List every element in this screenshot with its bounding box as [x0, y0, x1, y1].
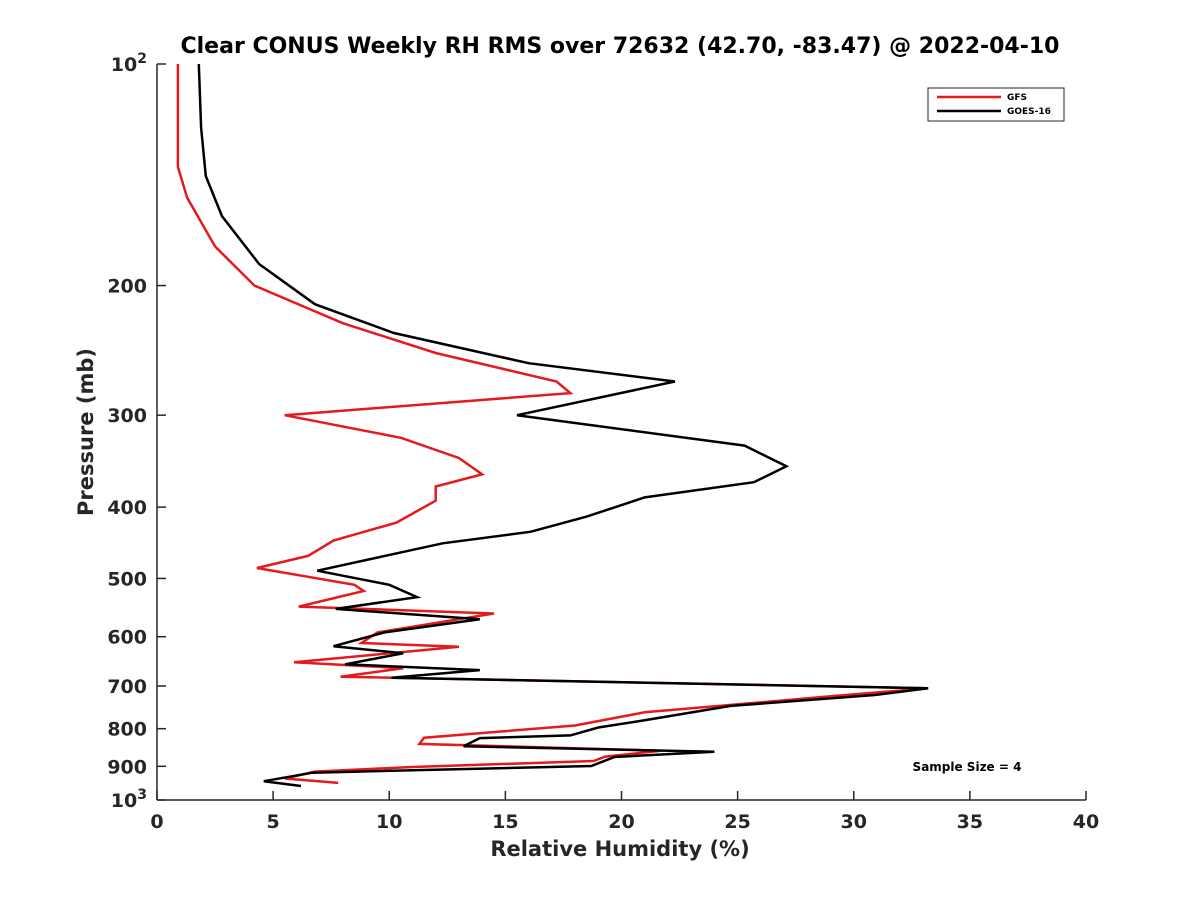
y-axis-label: Pressure (mb): [74, 348, 98, 516]
x-tick-label: 20: [608, 811, 634, 833]
y-tick-label: 102: [111, 51, 147, 76]
x-tick-label: 0: [150, 811, 163, 833]
x-tick-label: 10: [376, 811, 402, 833]
legend-box: [927, 87, 1065, 122]
y-tick-label: 500: [107, 568, 147, 590]
legend-label-goes-16: GOES-16: [1007, 107, 1051, 117]
y-tick-label: 400: [107, 497, 147, 519]
y-tick-label: 200: [107, 276, 147, 298]
y-tick-label: 300: [107, 405, 147, 427]
legend-label-gfs: GFS: [1007, 93, 1027, 103]
sample-size-annotation: Sample Size = 4: [913, 760, 1022, 774]
x-tick-label: 35: [957, 811, 983, 833]
series-line-goes-16: [197, 63, 929, 788]
x-tick-label: 5: [267, 811, 280, 833]
plot-area: 0 5 10 15 20 25 30 35 40 102 200 300 400 500 600 700 800…: [107, 51, 1099, 833]
y-tick-label: 900: [107, 756, 147, 778]
x-tick-label: 40: [1073, 811, 1099, 833]
x-tick-label: 15: [492, 811, 518, 833]
x-tick-label: 25: [724, 811, 750, 833]
series-line-gfs: [176, 64, 929, 785]
y-tick-label: 700: [107, 676, 147, 698]
y-tick-label: 600: [107, 627, 147, 649]
chart-title: Clear CONUS Weekly RH RMS over 72632 (42…: [181, 34, 1060, 59]
y-tick-label: 103: [111, 787, 147, 812]
y-tick-label: 800: [107, 719, 147, 741]
legend: GFS GOES-16: [927, 87, 1065, 122]
x-axis-label: Relative Humidity (%): [490, 837, 749, 861]
x-tick-label: 30: [841, 811, 867, 833]
